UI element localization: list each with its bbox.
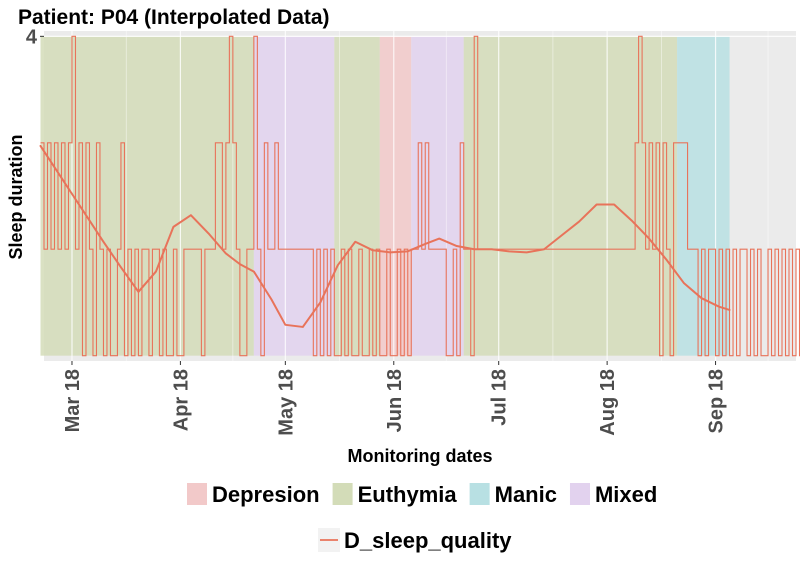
state-band-mixed xyxy=(253,36,335,356)
x-axis-title: Monitoring dates xyxy=(348,446,493,466)
state-band-depresion xyxy=(379,36,412,356)
state-bands xyxy=(40,36,730,356)
state-band-manic xyxy=(677,36,730,356)
legend-label-mixed: Mixed xyxy=(595,482,657,507)
series-group xyxy=(39,35,800,357)
x-tick-label: May 18 xyxy=(275,369,297,436)
legend: Depresion Euthymia Manic Mixed D_sleep_quali… xyxy=(187,482,657,553)
legend-label-euthymia: Euthymia xyxy=(358,482,458,507)
y-axis: 4 xyxy=(26,26,44,48)
x-tick-label: Jun 18 xyxy=(384,369,406,432)
legend-key-euthymia xyxy=(332,483,353,505)
legend-label-manic: Manic xyxy=(495,482,557,507)
state-band-euthymia xyxy=(40,36,254,356)
legend-key-manic xyxy=(469,483,490,505)
series-line-daily xyxy=(40,35,800,357)
legend-key-mixed xyxy=(569,483,590,505)
x-axis: Mar 18 Apr 18 May 18 Jun 18 Jul 18 Aug 18 Sep … xyxy=(62,361,728,436)
legend-key-depresion xyxy=(187,483,207,505)
legend-label-series: D_sleep_quality xyxy=(344,528,512,553)
legend-label-depresion: Depresion xyxy=(212,482,320,507)
state-band-euthymia xyxy=(334,36,380,356)
chart-title: Patient: P04 (Interpolated Data) xyxy=(18,6,330,29)
x-tick-label: Mar 18 xyxy=(62,369,84,432)
series-line-smoothed xyxy=(39,144,731,328)
x-tick-label: Jul 18 xyxy=(489,369,511,426)
y-tick-label: 4 xyxy=(26,26,38,48)
y-axis-title: Sleep duration xyxy=(6,134,26,259)
state-band-mixed xyxy=(411,36,464,356)
x-tick-label: Sep 18 xyxy=(706,369,728,433)
x-tick-label: Apr 18 xyxy=(170,369,192,431)
x-tick-label: Aug 18 xyxy=(597,369,619,436)
